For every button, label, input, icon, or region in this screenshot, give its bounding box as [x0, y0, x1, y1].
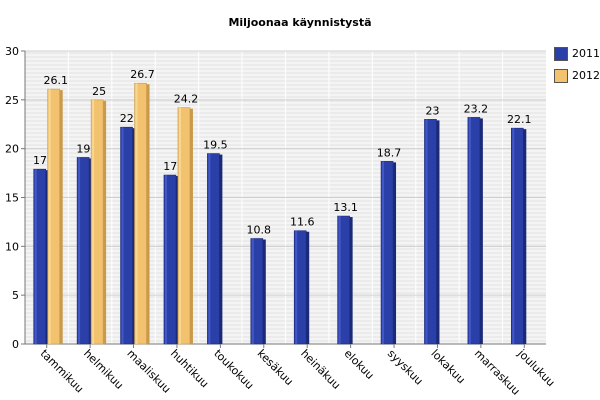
bar-side — [103, 100, 107, 344]
x-tick-label: lokakuu — [428, 347, 467, 386]
bar-side — [89, 158, 93, 344]
bar-highlight — [295, 230, 298, 344]
bar-highlight — [512, 128, 515, 344]
bar-side — [393, 162, 397, 344]
data-label-2011-huhtikuu: 17. — [163, 160, 181, 173]
bar-side — [262, 239, 266, 344]
data-label-2011-toukokuu: 19.5 — [203, 139, 228, 152]
bar-highlight — [338, 216, 341, 344]
data-label-2011-lokakuu: 23 — [425, 104, 439, 117]
data-label-2012-maaliskuu: 26.7 — [130, 68, 155, 81]
bar-highlight — [48, 89, 51, 344]
x-tick-label: kesäkuu — [255, 347, 296, 388]
bar-highlight — [425, 119, 428, 344]
x-tick-label: elokuu — [342, 347, 377, 382]
y-tick-label: 15 — [5, 192, 19, 205]
legend-swatch-2011 — [554, 47, 568, 61]
x-tick-label: marraskuu — [472, 347, 523, 398]
legend-label-2011: 2011 — [572, 47, 600, 60]
bar-side — [523, 129, 527, 344]
bar-highlight — [92, 99, 95, 344]
bar-side — [349, 217, 353, 344]
x-tick-label: tammikuu — [38, 347, 86, 395]
bar-highlight — [382, 161, 385, 344]
legend-item-2012: 2012 — [552, 67, 600, 87]
y-tick-label: 20 — [5, 143, 19, 156]
bar-highlight — [78, 157, 81, 344]
bar-highlight — [468, 117, 471, 344]
legend-item-2011: 2011 — [552, 45, 600, 65]
y-tick-label: 30 — [5, 45, 19, 58]
data-label-2011-syyskuu: 18.7 — [377, 146, 402, 159]
data-label-2012-helmikuu: 25 — [92, 85, 106, 98]
bar-highlight — [121, 127, 124, 345]
y-tick-label: 10 — [5, 240, 19, 253]
y-tick-label: 5 — [12, 289, 19, 302]
bar-highlight — [178, 107, 181, 344]
x-tick-label: heinäkuu — [298, 347, 343, 392]
bar-side — [146, 84, 150, 344]
bar-highlight — [164, 175, 167, 344]
legend-label-2012: 2012 — [572, 69, 600, 82]
bar-highlight — [251, 238, 254, 344]
x-tick-label: helmikuu — [81, 347, 126, 392]
bar-side — [306, 231, 310, 344]
bar-highlight — [34, 169, 37, 344]
bar-side — [479, 118, 483, 344]
y-tick-label: 25 — [5, 94, 19, 107]
x-tick-label: huhtikuu — [168, 347, 211, 390]
x-tick-label: syyskuu — [385, 347, 426, 388]
data-label-2011-heinäkuu: 11.6 — [290, 216, 315, 229]
x-tick-label: toukokuu — [211, 347, 256, 392]
bar-side — [132, 128, 136, 344]
bar-side — [436, 120, 440, 344]
bar-side — [59, 90, 63, 344]
data-label-2011-elokuu: 13.1 — [333, 201, 358, 214]
bar-highlight — [135, 83, 138, 344]
x-tick-label: maaliskuu — [124, 347, 173, 396]
bar-highlight — [208, 153, 211, 344]
bar-side — [219, 154, 223, 344]
x-tick-label: joulukuu — [514, 346, 557, 389]
bar-side — [175, 176, 179, 344]
data-label-2011-maaliskuu: 22. — [120, 112, 138, 125]
y-tick-label: 0 — [12, 338, 19, 351]
bar-side — [45, 170, 49, 344]
data-label-2011-helmikuu: 19. — [76, 142, 94, 155]
data-label-2011-tammikuu: 17. — [33, 154, 51, 167]
data-label-2012-huhtikuu: 24.2 — [174, 93, 199, 106]
legend: 2011 2012 — [552, 45, 600, 89]
bar-side — [189, 108, 193, 344]
data-label-2011-marraskuu: 23.2 — [464, 102, 489, 115]
data-label-2011-kesäkuu: 10.8 — [247, 224, 272, 237]
legend-swatch-2012 — [554, 69, 568, 83]
data-label-2012-tammikuu: 26.1 — [43, 74, 68, 87]
data-label-2011-joulukuu: 22.1 — [507, 113, 532, 126]
chart-title: Miljoonaa käynnistystä — [228, 16, 372, 29]
